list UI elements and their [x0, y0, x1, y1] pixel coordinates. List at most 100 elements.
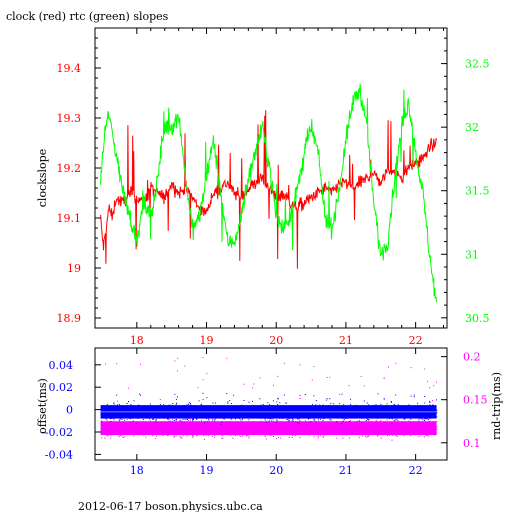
data-point [305, 425, 306, 427]
data-point [340, 421, 342, 423]
data-point [160, 421, 162, 423]
data-point [144, 406, 146, 408]
data-point [407, 434, 409, 436]
data-point [282, 424, 283, 426]
data-point [180, 429, 182, 431]
data-point [124, 423, 126, 425]
data-point [330, 418, 332, 420]
data-point [423, 412, 425, 413]
data-point [399, 411, 401, 413]
data-point [429, 415, 431, 417]
data-point [366, 413, 368, 415]
data-point [243, 406, 245, 408]
data-point [169, 423, 171, 425]
data-point [121, 419, 123, 420]
data-point [354, 428, 356, 430]
data-point [125, 408, 127, 410]
data-point [100, 416, 102, 418]
data-point [247, 431, 249, 433]
data-point [278, 437, 280, 438]
data-point [426, 408, 428, 410]
data-point [376, 412, 378, 414]
data-point [432, 412, 434, 414]
data-point [386, 412, 388, 414]
data-point [156, 419, 157, 421]
data-point [151, 428, 153, 430]
data-point [146, 423, 148, 425]
data-point [119, 421, 121, 423]
data-point [340, 412, 342, 414]
data-point [356, 429, 357, 431]
data-point [233, 394, 235, 396]
data-point [405, 423, 407, 425]
data-point [323, 418, 325, 419]
data-point [329, 409, 331, 411]
data-point [315, 405, 317, 407]
data-point [360, 429, 362, 431]
data-point [368, 419, 370, 420]
data-point [419, 428, 421, 430]
data-point [391, 430, 393, 431]
data-point [404, 418, 406, 420]
x-tick-label: 21 [339, 334, 353, 347]
data-point [288, 428, 290, 430]
data-point [134, 426, 136, 428]
data-point [234, 406, 236, 408]
bottom-right-axis: 0.10.150.2 [441, 351, 488, 450]
data-point [324, 415, 326, 417]
data-point [430, 413, 432, 415]
data-point [339, 402, 341, 404]
y-tick-label-left: 19 [67, 262, 81, 275]
data-point [125, 409, 127, 411]
data-point [308, 430, 310, 432]
data-point [210, 416, 212, 418]
data-point [178, 432, 180, 434]
data-point [202, 357, 204, 359]
data-point [389, 429, 391, 431]
data-point [105, 418, 107, 419]
data-point [417, 431, 419, 433]
data-point [148, 410, 150, 412]
data-point [289, 418, 291, 420]
data-point [318, 429, 320, 431]
data-point [125, 410, 127, 412]
data-point [240, 424, 242, 425]
data-point [255, 427, 257, 429]
data-point [166, 428, 167, 430]
data-point [148, 407, 150, 409]
data-point [395, 406, 397, 408]
data-point [128, 424, 130, 426]
data-point [220, 424, 222, 426]
data-point [299, 364, 301, 366]
data-point [306, 431, 308, 433]
data-point [313, 408, 315, 410]
data-point [396, 427, 398, 429]
y-tick-label-left: -0.04 [45, 448, 73, 461]
data-point [276, 430, 278, 432]
data-point [214, 426, 216, 428]
data-point [285, 432, 287, 434]
data-point [283, 423, 285, 425]
data-point [433, 408, 435, 410]
data-point [280, 427, 282, 429]
data-point [432, 428, 434, 430]
data-point [286, 414, 288, 416]
data-point [359, 428, 361, 429]
data-point [103, 429, 105, 431]
data-point [418, 409, 420, 411]
data-point [214, 421, 216, 423]
data-point [140, 414, 141, 416]
data-point [248, 428, 250, 430]
data-point [287, 432, 289, 433]
data-point [173, 412, 175, 414]
data-point [248, 427, 249, 428]
data-point [128, 401, 129, 402]
data-point [170, 432, 172, 434]
data-point [277, 397, 279, 399]
data-point [374, 430, 376, 432]
data-point [192, 410, 194, 412]
data-point [377, 409, 379, 411]
data-point [360, 375, 362, 377]
data-point [255, 430, 257, 432]
